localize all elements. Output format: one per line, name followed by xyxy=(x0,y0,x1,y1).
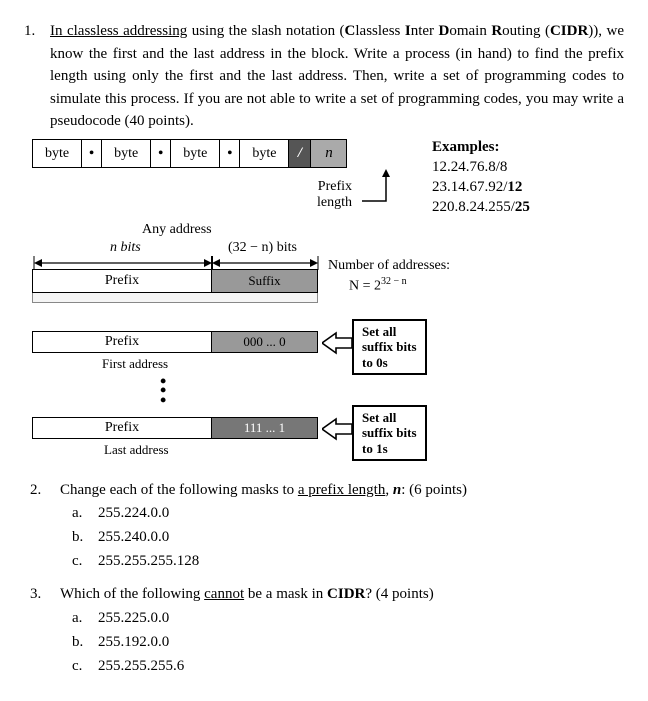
examples-header: Examples: xyxy=(432,137,530,157)
arrow-to-n-icon xyxy=(360,169,404,213)
q3-text: Which of the following cannot be a mask … xyxy=(60,583,434,606)
set-ones-box: Set all suffix bits to 1s xyxy=(352,405,427,462)
n-bits-span-icon xyxy=(34,255,212,269)
list-item: a.255.225.0.0 xyxy=(72,606,624,630)
byte-cell: byte xyxy=(240,139,289,168)
vertical-dots-icon: ••• xyxy=(160,377,166,407)
slash-cell: / xyxy=(289,139,311,168)
any-address-label: Any address xyxy=(142,219,212,240)
list-item: c.255.255.255.6 xyxy=(72,654,624,678)
q2-number: 2. xyxy=(30,479,46,502)
suffix-segment: Suffix xyxy=(212,269,318,293)
prefix-length-label: Prefix length xyxy=(317,179,352,211)
num-addresses-label: Number of addresses: N = 232 − n xyxy=(328,257,450,296)
list-item: a.255.224.0.0 xyxy=(72,501,624,525)
question-1: 1. In classless addressing using the sla… xyxy=(24,20,624,133)
address-bar-last: Prefix 111 ... 1 xyxy=(32,417,318,439)
cidr-notation-row: byte • byte • byte • byte / n xyxy=(32,139,347,168)
address-bar-any: Prefix Suffix xyxy=(32,269,318,293)
examples-block: Examples: 12.24.76.8/8 23.14.67.92/12 22… xyxy=(432,137,530,218)
suffix-bits-span-icon xyxy=(212,255,318,269)
list-item: b.255.192.0.0 xyxy=(72,630,624,654)
suffix-zeros: 000 ... 0 xyxy=(212,331,318,353)
q3-items: a.255.225.0.0 b.255.192.0.0 c.255.255.25… xyxy=(72,606,624,678)
q1-text: In classless addressing using the slash … xyxy=(50,20,624,133)
question-3: 3. Which of the following cannot be a ma… xyxy=(30,583,624,606)
list-item: b.255.240.0.0 xyxy=(72,525,624,549)
q2-text: Change each of the following masks to a … xyxy=(60,479,467,502)
first-address-label: First address xyxy=(102,354,168,374)
address-bar-first: Prefix 000 ... 0 xyxy=(32,331,318,353)
byte-cell: byte xyxy=(171,139,220,168)
example-line: 12.24.76.8/8 xyxy=(432,157,530,177)
prefix-segment: Prefix xyxy=(32,417,212,439)
address-underbar xyxy=(32,293,318,303)
arrow-left-icon xyxy=(322,331,352,363)
dot-cell: • xyxy=(151,139,171,168)
question-2: 2. Change each of the following masks to… xyxy=(30,479,624,502)
q3-number: 3. xyxy=(30,583,46,606)
cidr-diagram: byte • byte • byte • byte / n Examples: … xyxy=(32,139,624,469)
list-item: c.255.255.255.128 xyxy=(72,549,624,573)
suffix-ones: 111 ... 1 xyxy=(212,417,318,439)
example-line: 23.14.67.92/12 xyxy=(432,177,530,197)
example-line: 220.8.24.255/25 xyxy=(432,197,530,217)
prefix-segment: Prefix xyxy=(32,331,212,353)
arrow-left-icon xyxy=(322,417,352,449)
n-cell: n xyxy=(311,139,347,168)
set-zeros-box: Set all suffix bits to 0s xyxy=(352,319,427,376)
byte-cell: byte xyxy=(102,139,151,168)
dot-cell: • xyxy=(220,139,240,168)
q2-items: a.255.224.0.0 b.255.240.0.0 c.255.255.25… xyxy=(72,501,624,573)
byte-cell: byte xyxy=(32,139,82,168)
q1-number: 1. xyxy=(24,20,42,133)
dot-cell: • xyxy=(82,139,102,168)
last-address-label: Last address xyxy=(104,440,169,460)
prefix-segment: Prefix xyxy=(32,269,212,293)
